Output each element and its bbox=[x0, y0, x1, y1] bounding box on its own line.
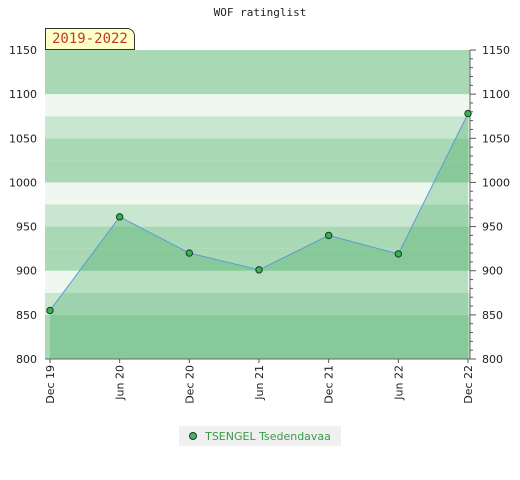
x-tick-label: Jun 22 bbox=[392, 365, 405, 401]
x-tick-label: Dec 20 bbox=[183, 365, 196, 404]
x-tick-label: Dec 22 bbox=[462, 365, 475, 404]
axes-layer bbox=[45, 49, 476, 363]
x-tick-label: Dec 21 bbox=[323, 365, 336, 404]
data-point bbox=[324, 231, 333, 240]
y-tick-label-left: 900 bbox=[16, 265, 37, 278]
y-tick-label-right: 1150 bbox=[482, 44, 510, 57]
background-bands bbox=[45, 50, 470, 359]
y-tick-label-right: 1100 bbox=[482, 88, 510, 101]
tick-labels-layer: 800 800 850 850 900 900 950 950 1000 1000 1050 1050… bbox=[9, 44, 510, 404]
y-tick-label-left: 1050 bbox=[9, 132, 37, 145]
grid-band bbox=[45, 72, 470, 95]
data-point bbox=[185, 249, 194, 257]
y-tick-label-right: 800 bbox=[482, 353, 503, 366]
data-point bbox=[115, 213, 124, 221]
area-fill-layer bbox=[50, 113, 468, 360]
y-tick-label-left: 850 bbox=[16, 309, 37, 322]
grid-band bbox=[45, 270, 470, 293]
chart-title: WOF ratinglist bbox=[213, 6, 307, 19]
y-tick-label-left: 950 bbox=[16, 221, 37, 234]
grid-band bbox=[45, 138, 470, 161]
grid-band bbox=[45, 336, 470, 359]
y-tick-label-right: 1000 bbox=[482, 176, 510, 189]
data-point bbox=[394, 250, 403, 258]
grid-band bbox=[45, 50, 470, 73]
legend-marker-icon bbox=[189, 432, 198, 440]
y-tick-label-right: 900 bbox=[482, 265, 503, 278]
x-tick-label: Dec 19 bbox=[44, 365, 57, 404]
x-tick-label: Jun 20 bbox=[114, 365, 127, 401]
period-badge: 2019-2022 bbox=[45, 28, 135, 50]
series-area-fill bbox=[50, 113, 468, 360]
grid-band bbox=[45, 292, 470, 315]
grid-band bbox=[45, 226, 470, 249]
y-tick-label-left: 1000 bbox=[9, 176, 37, 189]
data-point bbox=[46, 306, 54, 315]
y-tick-label-left: 800 bbox=[16, 353, 37, 366]
grid-band bbox=[45, 160, 470, 183]
y-tick-label-left: 1100 bbox=[9, 88, 37, 101]
legend[interactable]: TSENGEL Tsedendavaa bbox=[179, 426, 341, 446]
grid-band bbox=[45, 248, 470, 271]
y-tick-label-right: 1050 bbox=[482, 132, 510, 145]
x-tick-label: Jun 21 bbox=[253, 365, 266, 401]
y-tick-label-right: 950 bbox=[482, 221, 503, 234]
grid-band bbox=[45, 182, 470, 205]
data-point bbox=[464, 109, 472, 118]
y-tick-label-left: 1150 bbox=[9, 44, 37, 57]
data-markers-layer bbox=[46, 109, 472, 315]
data-point bbox=[255, 266, 263, 274]
grid-band bbox=[45, 116, 470, 139]
y-tick-label-right: 850 bbox=[482, 309, 503, 322]
legend-series-label: TSENGEL Tsedendavaa bbox=[205, 429, 331, 443]
grid-band bbox=[45, 204, 470, 227]
grid-band bbox=[45, 314, 470, 337]
grid-band bbox=[45, 94, 470, 117]
